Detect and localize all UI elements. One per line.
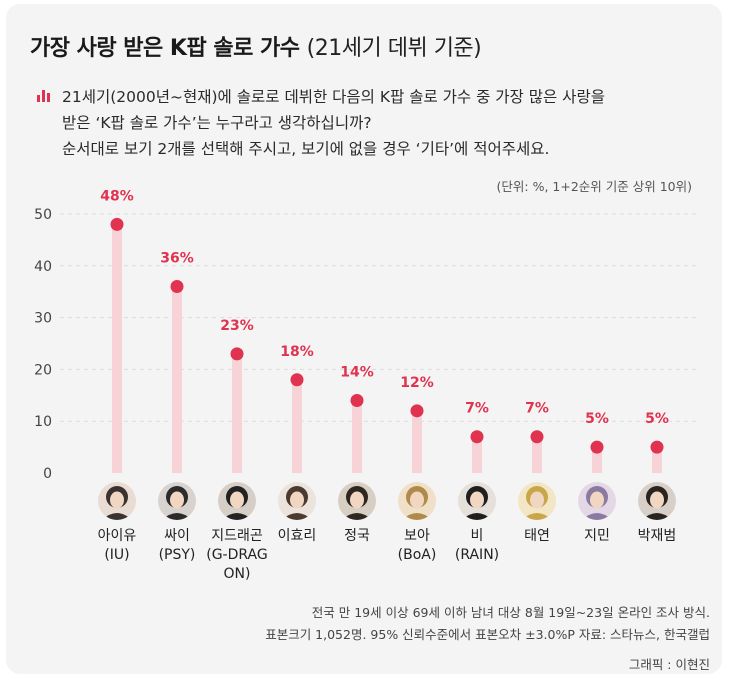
lollipop-stem bbox=[472, 436, 482, 473]
category-label-line: 정국 bbox=[344, 528, 370, 544]
category-label-line: 이효리 bbox=[277, 528, 317, 544]
category-label-line: (BoA) bbox=[397, 547, 437, 563]
category-label: 이효리 bbox=[257, 527, 337, 546]
chart-card bbox=[6, 4, 722, 674]
lollipop-stem bbox=[532, 436, 542, 473]
y-tick-label: 40 bbox=[34, 259, 52, 275]
value-label: 12% bbox=[400, 375, 434, 391]
lollipop-dot bbox=[650, 440, 664, 454]
lollipop-stem bbox=[232, 353, 242, 473]
lollipop-stem bbox=[352, 400, 362, 473]
lollipop-dot bbox=[110, 217, 124, 231]
y-tick-label: 20 bbox=[34, 362, 52, 378]
question-line-2: 받은 ‘K팝 솔로 가수’는 누구라고 생각하십니까? bbox=[62, 114, 372, 132]
singer-avatar bbox=[338, 482, 376, 520]
footer-sample: 표본크기 1,052명. 95% 신뢰수준에서 표본오차 ±3.0%P 자료: … bbox=[265, 627, 710, 642]
person-icon bbox=[398, 482, 436, 520]
singer-avatar bbox=[398, 482, 436, 520]
title-sub-text: (21세기 데뷔 기준) bbox=[306, 36, 482, 61]
category-label: 비 (RAIN) bbox=[437, 527, 517, 565]
footer-method: 전국 만 19세 이상 69세 이하 남녀 대상 8월 19일~23일 온라인 … bbox=[311, 605, 710, 620]
singer-avatar bbox=[578, 482, 616, 520]
question-line-3: 순서대로 보기 2개를 선택해 주시고, 보기에 없을 경우 ‘기타’에 적어주… bbox=[62, 140, 550, 158]
lollipop-dot bbox=[230, 347, 244, 361]
category-label-line: 비 bbox=[470, 528, 484, 544]
y-tick-label: 10 bbox=[34, 414, 52, 430]
person-icon bbox=[578, 482, 616, 520]
lollipop-dot bbox=[470, 430, 484, 444]
singer-avatar bbox=[218, 482, 256, 520]
singer-avatar bbox=[518, 482, 556, 520]
singer-avatar bbox=[98, 482, 136, 520]
value-label: 48% bbox=[100, 188, 134, 204]
lollipop-dot bbox=[170, 280, 184, 294]
category-label: 보아 (BoA) bbox=[377, 527, 457, 565]
category-label: 지민 bbox=[557, 527, 637, 546]
lollipop-dot bbox=[590, 440, 604, 454]
person-icon bbox=[338, 482, 376, 520]
value-label: 18% bbox=[280, 344, 314, 360]
y-tick-label: 30 bbox=[34, 311, 52, 327]
value-label: 7% bbox=[465, 401, 489, 417]
value-label: 5% bbox=[645, 411, 669, 427]
lollipop-stem bbox=[652, 447, 662, 473]
singer-avatar bbox=[458, 482, 496, 520]
bar-chart-icon bbox=[36, 88, 50, 107]
category-label-line: 지드래곤 bbox=[211, 528, 263, 544]
singer-avatar bbox=[158, 482, 196, 520]
lollipop-dot bbox=[350, 393, 364, 407]
y-tick-label: 0 bbox=[43, 466, 52, 482]
category-label-line: 아이유 bbox=[97, 528, 137, 544]
value-label: 14% bbox=[340, 364, 374, 380]
lollipop-stem bbox=[172, 286, 182, 473]
person-icon bbox=[458, 482, 496, 520]
value-label: 7% bbox=[525, 401, 549, 417]
category-label-line: 싸이 bbox=[164, 528, 190, 544]
footer-credit: 그래픽 : 이현진 bbox=[628, 657, 710, 672]
category-label-line: (RAIN) bbox=[454, 547, 500, 563]
category-label-line: 태연 bbox=[524, 528, 550, 544]
category-label-line: (G-DRAG bbox=[206, 547, 268, 563]
value-label: 5% bbox=[585, 411, 609, 427]
lollipop-dot bbox=[290, 373, 304, 387]
value-label: 23% bbox=[220, 318, 254, 334]
person-icon bbox=[158, 482, 196, 520]
unit-note: (단위: %, 1+2순위 기준 상위 10위) bbox=[496, 179, 692, 194]
lollipop-dot bbox=[530, 430, 544, 444]
lollipop-stem bbox=[592, 447, 602, 473]
category-label: 정국 bbox=[317, 527, 397, 546]
singer-avatar bbox=[278, 482, 316, 520]
question-line-1: 21세기(2000년~현재)에 솔로로 데뷔한 다음의 K팝 솔로 가수 중 가… bbox=[62, 88, 605, 106]
lollipop-stem bbox=[112, 224, 122, 473]
category-label: 박재범 bbox=[617, 527, 697, 546]
chart-title: 가장 사랑 받은 K팝 솔로 가수 (21세기 데뷔 기준) bbox=[30, 30, 482, 62]
category-label: 아이유 (IU) bbox=[77, 527, 157, 565]
category-label-line: 보아 bbox=[404, 528, 430, 544]
category-label: 싸이 (PSY) bbox=[137, 527, 217, 565]
person-icon bbox=[98, 482, 136, 520]
person-icon bbox=[518, 482, 556, 520]
category-label: 지드래곤 (G-DRAG ON) bbox=[197, 527, 277, 584]
person-icon bbox=[218, 482, 256, 520]
category-label-line: (PSY) bbox=[158, 547, 196, 563]
category-label-line: (IU) bbox=[104, 547, 130, 563]
person-icon bbox=[278, 482, 316, 520]
category-label-line: 지민 bbox=[584, 528, 610, 544]
lollipop-stem bbox=[292, 379, 302, 473]
title-main-text: 가장 사랑 받은 K팝 솔로 가수 bbox=[30, 36, 300, 61]
survey-question: 21세기(2000년~현재)에 솔로로 데뷔한 다음의 K팝 솔로 가수 중 가… bbox=[62, 84, 702, 162]
y-tick-label: 50 bbox=[34, 207, 52, 223]
category-label: 태연 bbox=[497, 527, 577, 546]
lollipop-stem bbox=[412, 410, 422, 473]
singer-avatar bbox=[638, 482, 676, 520]
category-label-line: ON) bbox=[223, 566, 251, 582]
person-icon bbox=[638, 482, 676, 520]
category-label-line: 박재범 bbox=[637, 528, 677, 544]
lollipop-dot bbox=[410, 404, 424, 418]
value-label: 36% bbox=[160, 251, 194, 267]
